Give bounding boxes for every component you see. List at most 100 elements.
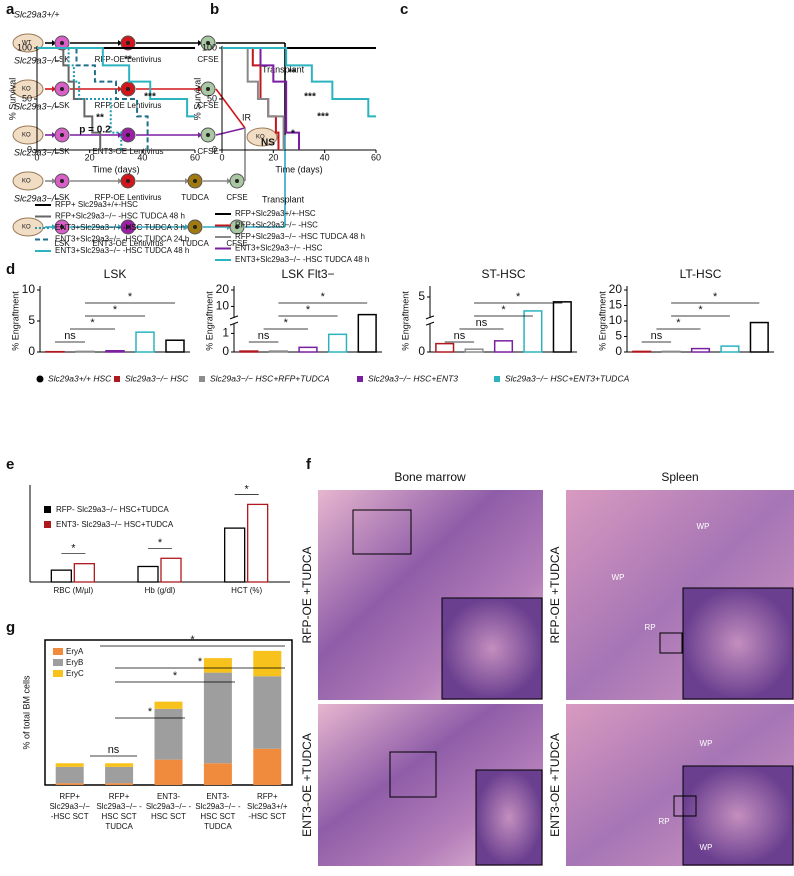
y-tick-label: 100	[202, 42, 217, 52]
x-tick-label: HSC SCT	[151, 812, 186, 821]
y-axis-label: % Engraftment	[400, 291, 410, 351]
bar	[662, 351, 680, 352]
panel-label: d	[6, 261, 15, 278]
bar	[166, 340, 184, 352]
x-tick-label: RBC (M/µl)	[53, 586, 93, 595]
significance: *	[676, 317, 681, 329]
bar	[553, 302, 571, 352]
y-tick-label: 0	[28, 344, 35, 358]
y-tick-label: 20	[216, 282, 230, 296]
line	[216, 128, 245, 135]
significance: p = 0.2	[79, 125, 111, 136]
cell-nucleus	[60, 87, 64, 91]
chart-title: LT-HSC	[680, 267, 722, 281]
bar	[436, 344, 454, 352]
ir-label: IR	[242, 112, 252, 122]
region-label: WP	[697, 522, 710, 531]
significance: ns	[108, 744, 120, 756]
cell-nucleus	[126, 133, 130, 137]
x-tick-label: Slc29a3−/−	[49, 802, 90, 811]
significance: ns	[651, 330, 663, 342]
cell-nucleus	[206, 87, 210, 91]
y-tick-label: 5	[418, 289, 425, 303]
step-label: CFSE	[226, 193, 247, 202]
step-label: ENT3-OE Lentivirus	[92, 147, 163, 156]
significance: ns	[258, 330, 270, 342]
y-tick-label: 1	[222, 326, 229, 340]
y-tick-label: 0	[418, 344, 425, 358]
y-tick-label: 5	[615, 329, 622, 343]
significance: *	[113, 304, 118, 316]
y-tick-label: 10	[22, 282, 36, 296]
bar	[76, 351, 94, 352]
x-tick-label: HSC SCT	[102, 812, 137, 821]
bar	[106, 351, 124, 352]
legend-label: RFP+ Slc29a3+/+-HSC	[55, 200, 138, 209]
bar-segment	[155, 760, 183, 785]
legend-label: ENT3+Slc29a3−/− -HSC	[235, 244, 323, 253]
bar-segment	[253, 749, 281, 785]
step-label: TUDCA	[181, 193, 209, 202]
bar	[721, 346, 739, 352]
bar-segment	[56, 767, 84, 783]
y-axis-label: % Engraftment	[10, 291, 20, 351]
row-title: ENT3-OE +TUDCA	[548, 733, 562, 837]
cell-nucleus	[126, 87, 130, 91]
x-tick-label: ENT3-	[206, 792, 229, 801]
bar	[51, 570, 71, 582]
significance: *	[148, 706, 153, 718]
bar	[750, 323, 768, 352]
genotype-label: Slc29a3+/+	[14, 9, 60, 19]
bar-segment	[204, 673, 232, 764]
y-tick-label: 5	[28, 313, 35, 327]
cell-nucleus	[206, 133, 210, 137]
bar-segment	[204, 658, 232, 673]
bar	[329, 334, 347, 352]
row-title: RFP-OE +TUDCA	[548, 546, 562, 643]
legend-swatch	[494, 376, 500, 382]
column-title: Bone marrow	[394, 470, 466, 484]
legend-swatch	[199, 376, 205, 382]
y-tick-label: 15	[609, 298, 623, 312]
significance: ***	[317, 112, 329, 123]
bar-segment	[105, 763, 133, 767]
significance: *	[516, 291, 521, 303]
y-tick-label: 10	[609, 313, 623, 327]
legend-swatch	[357, 376, 363, 382]
mouse-label: KO	[22, 179, 31, 185]
region-label: RP	[658, 817, 669, 826]
x-tick-label: 60	[190, 152, 200, 162]
legend-swatch	[53, 659, 63, 666]
significance: **	[124, 55, 132, 66]
bar-segment	[56, 763, 84, 767]
significance: *	[158, 537, 163, 549]
significance: *	[128, 291, 133, 303]
legend-label: Slc29a3−/− HSC	[125, 373, 189, 383]
x-tick-label: Slc29a3−/− -	[146, 802, 192, 811]
legend-label: Slc29a3−/− HSC+RFP+TUDCA	[210, 373, 330, 383]
inset	[476, 770, 542, 865]
significance: *	[321, 291, 326, 303]
bar-segment	[105, 767, 133, 783]
bar	[495, 341, 513, 352]
cell-nucleus	[60, 179, 64, 183]
significance: *	[501, 304, 506, 316]
cell-nucleus	[126, 179, 130, 183]
bar-segment	[204, 763, 232, 785]
significance: *	[713, 291, 718, 303]
y-tick-label: 0	[615, 344, 622, 358]
legend-swatch	[53, 670, 63, 677]
panel-label: f	[306, 456, 312, 473]
legend-label: RFP+Slc29a3−/− -HSC	[235, 221, 318, 230]
bar-segment	[155, 702, 183, 709]
y-tick-label: 0	[212, 144, 217, 154]
x-tick-label: Hb (g/dl)	[145, 586, 176, 595]
x-tick-label: ENT3-	[157, 792, 180, 801]
x-tick-label: RFP+	[109, 792, 130, 801]
cell-nucleus	[193, 179, 197, 183]
x-tick-label: 40	[137, 152, 147, 162]
x-tick-label: TUDCA	[105, 822, 133, 831]
legend-label: EryB	[66, 658, 83, 667]
bar	[240, 351, 258, 352]
legend-label: Slc29a3+/+ HSC	[48, 373, 112, 383]
